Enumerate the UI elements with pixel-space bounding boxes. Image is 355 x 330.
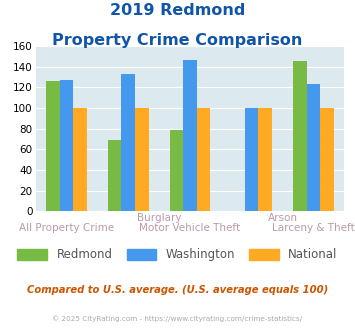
Legend: Redmond, Washington, National: Redmond, Washington, National bbox=[13, 244, 342, 266]
Text: Compared to U.S. average. (U.S. average equals 100): Compared to U.S. average. (U.S. average … bbox=[27, 285, 328, 295]
Bar bbox=[46, 81, 60, 211]
Bar bbox=[121, 74, 135, 211]
Text: Arson: Arson bbox=[268, 213, 297, 223]
Text: Property Crime Comparison: Property Crime Comparison bbox=[52, 33, 303, 48]
Text: Larceny & Theft: Larceny & Theft bbox=[272, 223, 355, 233]
Bar bbox=[307, 84, 320, 211]
Bar bbox=[197, 108, 210, 211]
Bar bbox=[170, 130, 183, 211]
Text: 2019 Redmond: 2019 Redmond bbox=[110, 3, 245, 18]
Bar bbox=[60, 80, 73, 211]
Bar bbox=[320, 108, 334, 211]
Bar bbox=[183, 60, 197, 211]
Bar bbox=[293, 61, 307, 211]
Text: All Property Crime: All Property Crime bbox=[19, 223, 114, 233]
Bar bbox=[108, 140, 121, 211]
Text: Burglary: Burglary bbox=[137, 213, 181, 223]
Text: © 2025 CityRating.com - https://www.cityrating.com/crime-statistics/: © 2025 CityRating.com - https://www.city… bbox=[53, 315, 302, 322]
Bar bbox=[73, 108, 87, 211]
Bar bbox=[245, 108, 258, 211]
Bar bbox=[258, 108, 272, 211]
Bar bbox=[135, 108, 148, 211]
Text: Motor Vehicle Theft: Motor Vehicle Theft bbox=[140, 223, 240, 233]
